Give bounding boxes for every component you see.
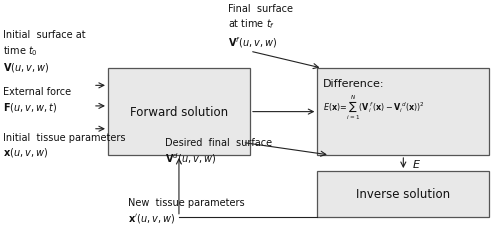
Bar xyxy=(108,69,250,155)
Bar xyxy=(318,171,490,217)
Text: New  tissue parameters
$\mathbf{x}'(u,v,w)$: New tissue parameters $\mathbf{x}'(u,v,w… xyxy=(128,198,244,224)
Text: Initial  tissue parameters
$\mathbf{x}(u,v,w)$: Initial tissue parameters $\mathbf{x}(u,… xyxy=(3,133,126,159)
Text: Initial  surface at
time $t_0$
$\mathbf{V}(u,v,w)$: Initial surface at time $t_0$ $\mathbf{V… xyxy=(3,30,86,74)
Text: Desired  final  surface
$\mathbf{V}^d(u,v,w)$: Desired final surface $\mathbf{V}^d(u,v,… xyxy=(165,137,272,166)
Text: Inverse solution: Inverse solution xyxy=(356,188,450,201)
Text: Forward solution: Forward solution xyxy=(130,106,228,119)
Text: Difference:: Difference: xyxy=(324,79,385,89)
Text: $E(\mathbf{x})\!=\!\sum_{i=1}^{N}(\mathbf{V}_i^{\ f}(\mathbf{x})-\mathbf{V}_i^{\: $E(\mathbf{x})\!=\!\sum_{i=1}^{N}(\mathb… xyxy=(324,93,425,122)
Bar xyxy=(318,69,490,155)
Text: $E$: $E$ xyxy=(412,157,422,169)
Text: External force
$\mathbf{F}(u,v,w,t)$: External force $\mathbf{F}(u,v,w,t)$ xyxy=(3,87,71,113)
Text: Final  surface
at time $t_f$
$\mathbf{V}^f(u,v,w)$: Final surface at time $t_f$ $\mathbf{V}^… xyxy=(228,4,292,50)
